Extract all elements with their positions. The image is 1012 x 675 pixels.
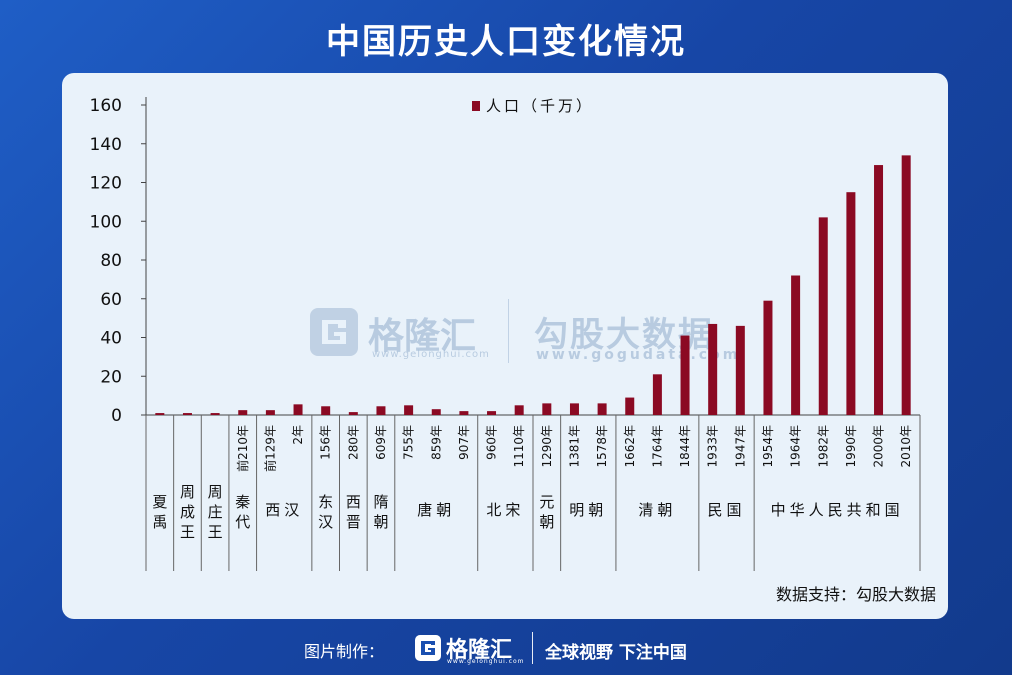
x-tick-label: 1290年 — [540, 425, 554, 468]
x-tick-label: 859年 — [429, 425, 443, 460]
dynasty-label: 西汉 — [265, 501, 303, 519]
gelonghui-logo-icon — [415, 635, 441, 661]
y-tick-label: 40 — [100, 329, 122, 349]
population-bar-chart: 0 20 40 60 80 100 120 140 160 前210年 前129年 2年 156年 280… — [90, 96, 921, 571]
bar — [708, 323, 718, 415]
dynasty-label: 元朝 — [539, 493, 554, 531]
bar — [901, 155, 911, 415]
dynasty-label: 西晋 — [346, 493, 361, 531]
bar — [376, 406, 386, 415]
bar — [238, 410, 248, 415]
dynasty-label: 隋朝 — [373, 493, 388, 531]
x-tick-label: 1110年 — [512, 425, 526, 468]
watermark-url-1: www.gelonghui.com — [372, 349, 490, 360]
dynasty-label: 民国 — [707, 501, 745, 519]
x-tick-label: 1964年 — [789, 425, 803, 468]
watermark-divider — [508, 299, 509, 363]
x-tick-label: 1578年 — [595, 425, 609, 468]
bar — [791, 275, 801, 415]
dynasty-label: 清朝 — [638, 501, 676, 519]
dynasty-label: 北宋 — [486, 501, 524, 519]
bar — [652, 374, 662, 415]
x-tick-label: 1662年 — [623, 425, 637, 468]
x-tick-label: 前129年 — [262, 425, 277, 472]
x-tick-label: 2年 — [291, 425, 305, 445]
footer-brand: 格隆汇 — [446, 638, 513, 663]
x-tick-label: 2000年 — [872, 425, 886, 468]
chart-panel: 格隆汇 www.gelonghui.com 勾股大数据 www.gogudata… — [62, 73, 948, 619]
made-by-label: 图片制作： — [304, 642, 385, 661]
bar — [155, 413, 165, 415]
bar — [625, 397, 635, 415]
bar — [874, 165, 884, 415]
x-tick-label: 前210年 — [235, 425, 250, 472]
x-tick-label: 1933年 — [706, 425, 720, 468]
bar — [321, 406, 331, 415]
x-tick-label: 960年 — [485, 425, 499, 460]
x-tick-label: 1764年 — [650, 425, 664, 468]
x-tick-label: 1947年 — [733, 425, 747, 468]
bar — [542, 403, 552, 415]
x-tick-label: 907年 — [457, 425, 471, 460]
bar — [404, 405, 414, 415]
dynasty-label: 周庄王 — [208, 483, 223, 541]
bar — [210, 413, 220, 415]
footer-divider — [532, 632, 533, 664]
bar — [348, 412, 358, 415]
x-tick-label: 156年 — [319, 425, 333, 460]
x-tick-label: 2010年 — [899, 425, 913, 468]
y-tick-label: 160 — [90, 96, 122, 116]
bar — [763, 300, 773, 415]
x-tick-label: 1982年 — [816, 425, 830, 468]
y-tick-label: 80 — [100, 251, 122, 271]
data-source: 数据支持：勾股大数据 — [775, 585, 936, 604]
x-tick-label: 1990年 — [844, 425, 858, 468]
x-tick-label: 1844年 — [678, 425, 692, 468]
dynasty-label: 秦代 — [235, 493, 250, 531]
bar — [680, 335, 690, 415]
y-tick-label: 140 — [90, 135, 122, 155]
y-tick-label: 60 — [100, 290, 122, 310]
bar — [487, 411, 497, 415]
y-tick-label: 0 — [111, 406, 122, 426]
x-tick-label: 1954年 — [761, 425, 775, 468]
bar — [597, 403, 607, 415]
dynasty-label: 夏禹 — [152, 493, 167, 531]
page-title: 中国历史人口变化情况 — [326, 22, 686, 62]
dynasty-label: 明朝 — [569, 501, 607, 519]
x-tick-label: 280年 — [346, 425, 360, 460]
bar — [735, 325, 745, 415]
bar — [293, 404, 303, 415]
dynasty-label: 东汉 — [318, 493, 333, 531]
bar — [431, 409, 441, 415]
y-tick-label: 100 — [90, 212, 122, 232]
bar — [265, 410, 275, 415]
bar — [459, 411, 469, 415]
bar — [818, 217, 828, 415]
legend-label: 人口（千万） — [486, 97, 594, 115]
footer: 图片制作： 格隆汇 www.gelonghui.com 全球视野 下注中国 — [0, 628, 1012, 668]
footer-slogan: 全球视野 下注中国 — [545, 643, 687, 663]
y-tick-label: 120 — [90, 174, 122, 194]
bar — [569, 403, 579, 415]
x-tick-label: 1381年 — [567, 425, 581, 468]
bar — [846, 192, 856, 415]
footer-brand-url: www.gelonghui.com — [447, 658, 525, 665]
bar — [182, 413, 192, 415]
x-tick-label: 755年 — [402, 425, 416, 460]
gelonghui-watermark-logo-icon — [310, 308, 358, 356]
y-tick-label: 20 — [100, 367, 122, 387]
x-tick-label: 609年 — [374, 425, 388, 460]
dynasty-label: 中华人民共和国 — [771, 501, 904, 519]
legend-swatch — [472, 101, 480, 111]
dynasty-label: 唐朝 — [417, 501, 455, 519]
watermark-brand-1: 格隆汇 — [368, 316, 477, 357]
bar — [514, 405, 524, 415]
dynasty-label: 周成王 — [180, 483, 195, 541]
